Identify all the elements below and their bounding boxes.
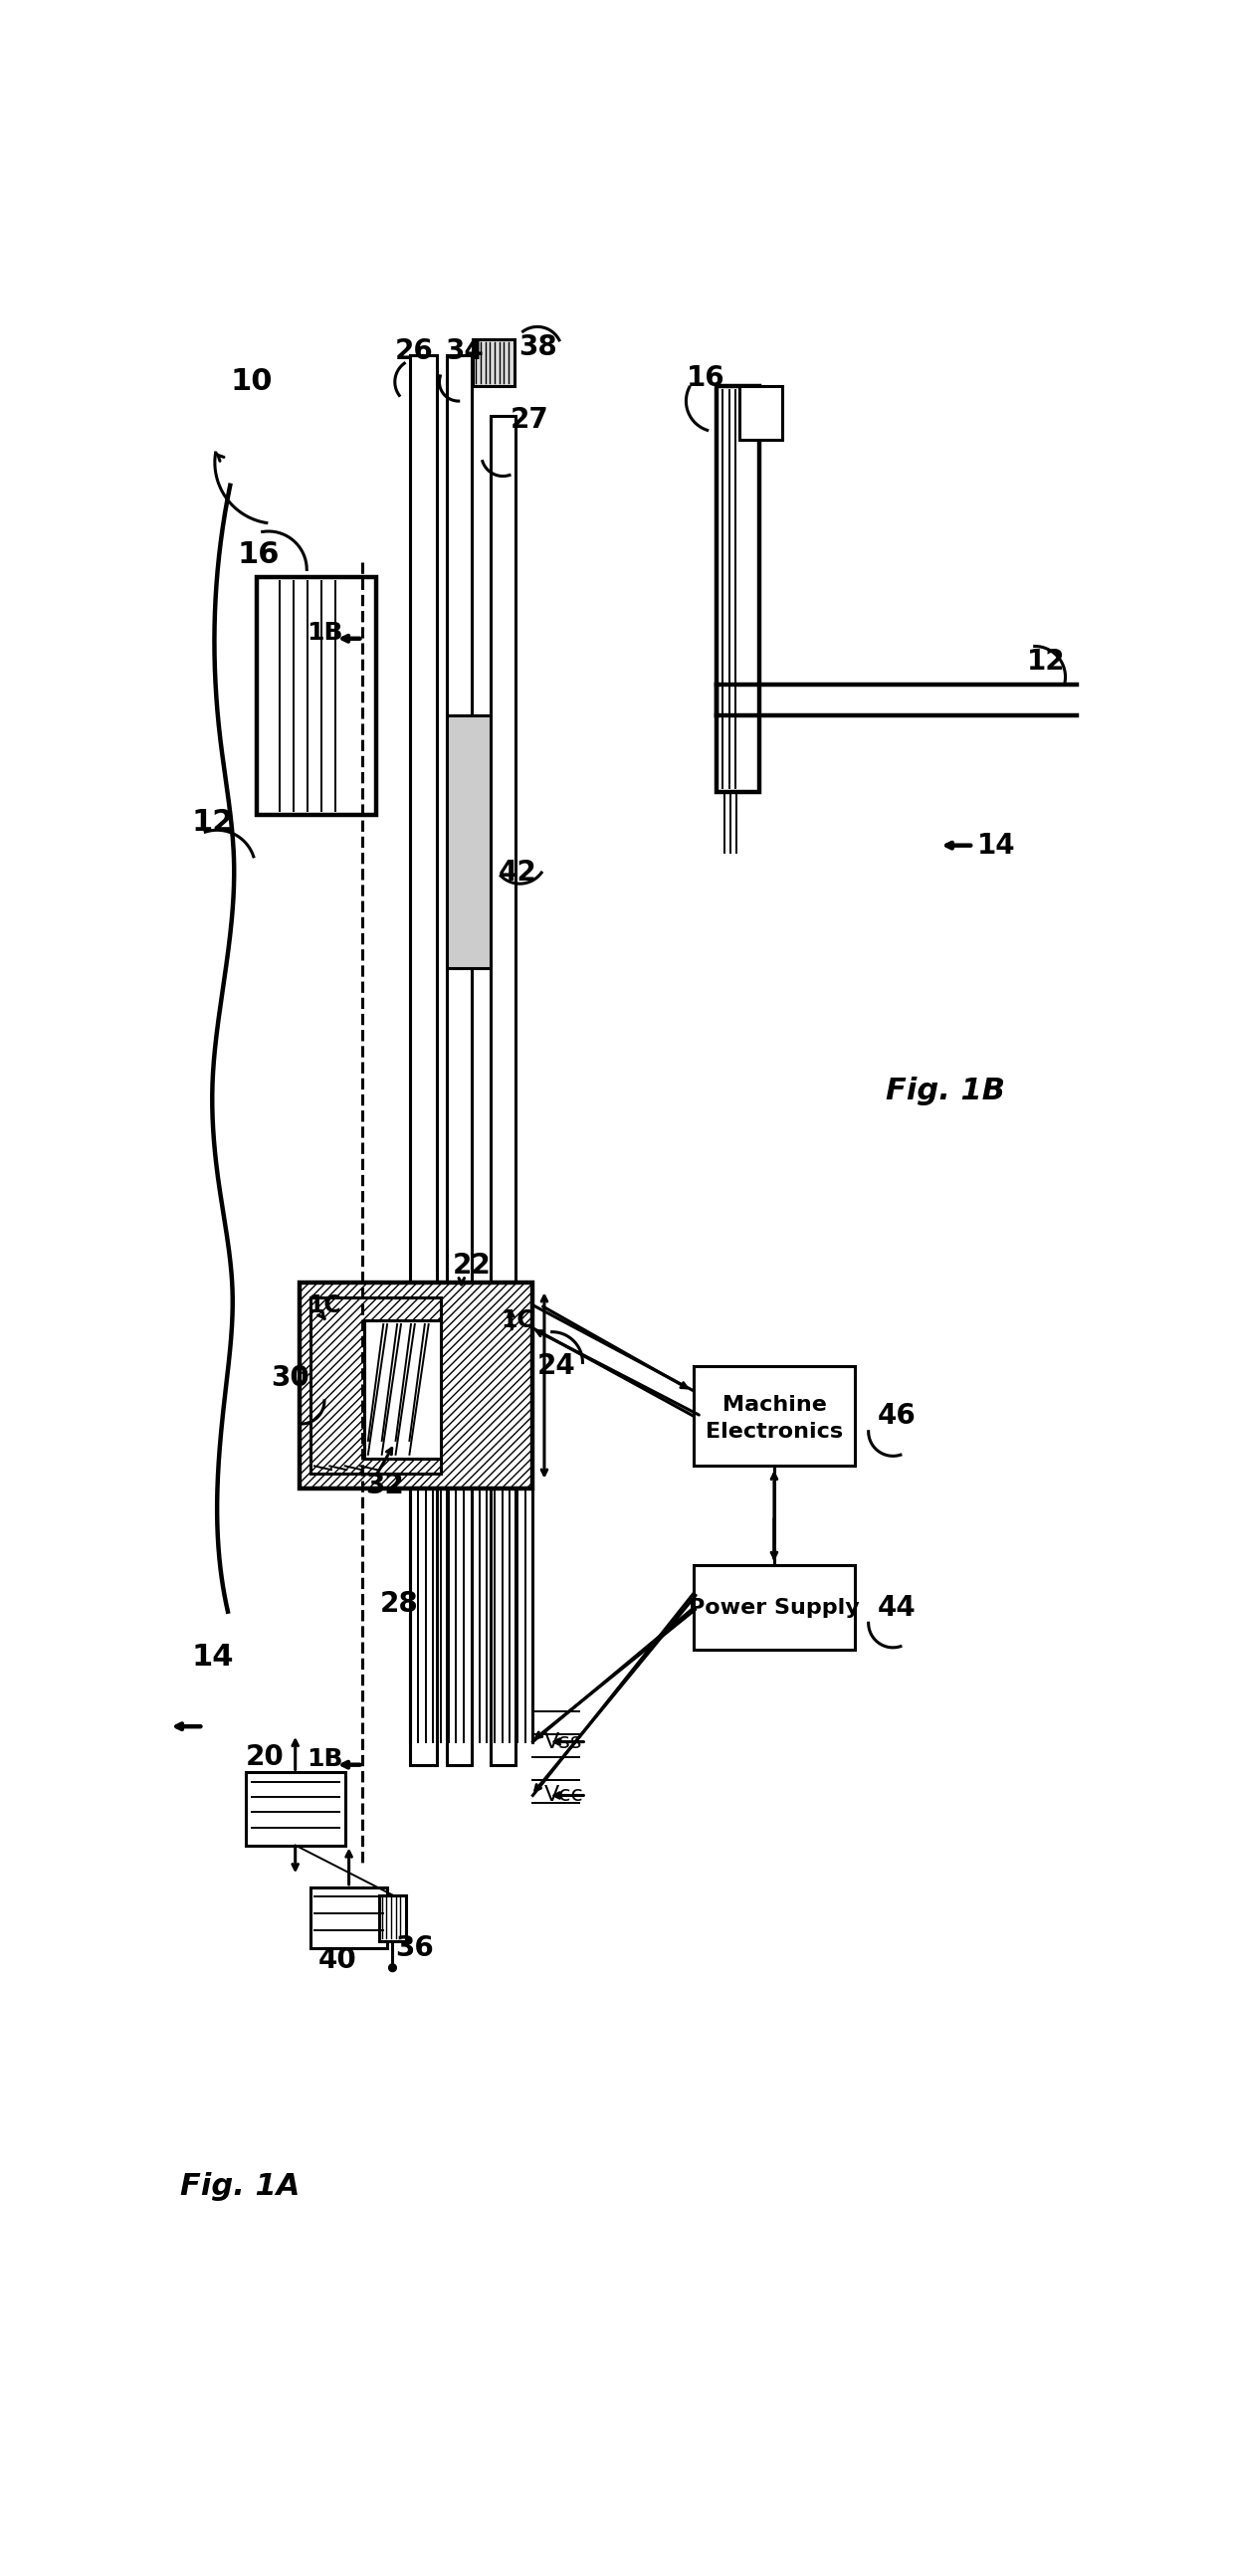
Text: Fig. 1B: Fig. 1B [885,1077,1004,1105]
Text: 27: 27 [510,407,548,435]
Text: 12: 12 [1027,647,1065,675]
Text: Vss: Vss [544,1731,582,1752]
Text: 22: 22 [453,1252,491,1280]
Bar [246,1772,346,1844]
Bar [491,417,516,1765]
Bar [473,340,515,386]
Text: 40: 40 [318,1947,357,1973]
Text: Fig. 1A: Fig. 1A [180,2172,300,2200]
Circle shape [389,1963,396,1971]
Bar [717,386,759,791]
Text: 32: 32 [365,1471,405,1499]
Bar [257,577,375,814]
Text: 36: 36 [395,1935,433,1963]
Bar [364,1321,441,1458]
Bar [447,355,471,1765]
Bar [311,1298,441,1473]
Text: 42: 42 [499,858,537,886]
Bar [380,1896,406,1940]
Text: 14: 14 [977,832,1016,860]
Text: 46: 46 [877,1401,916,1430]
Bar [311,1888,387,1947]
Bar [311,1298,441,1473]
Text: 14: 14 [191,1643,234,1672]
Text: 16: 16 [238,541,280,569]
Bar [410,355,437,1765]
Text: 1B: 1B [307,621,343,644]
Text: 30: 30 [270,1363,310,1391]
Bar [299,1283,533,1489]
Bar [694,1365,855,1466]
Bar [694,1566,855,1649]
Text: 1C: 1C [501,1309,534,1332]
Text: 34: 34 [444,337,484,366]
Text: 26: 26 [395,337,433,366]
Text: 20: 20 [246,1744,284,1772]
Text: Electronics: Electronics [706,1422,843,1443]
Text: 10: 10 [230,368,273,397]
Text: 12: 12 [191,809,234,837]
Text: 24: 24 [537,1352,575,1381]
Text: 28: 28 [380,1589,418,1618]
Bar [299,1283,533,1489]
Text: 44: 44 [877,1595,916,1623]
Text: Machine: Machine [722,1394,827,1414]
Text: 16: 16 [686,363,724,392]
Text: Power Supply: Power Supply [689,1597,860,1618]
Text: 38: 38 [518,332,557,361]
Text: 1C: 1C [307,1293,341,1316]
Bar [739,386,782,440]
Text: Vcc: Vcc [544,1785,584,1806]
Bar [447,716,491,969]
Text: 1B: 1B [307,1747,343,1772]
